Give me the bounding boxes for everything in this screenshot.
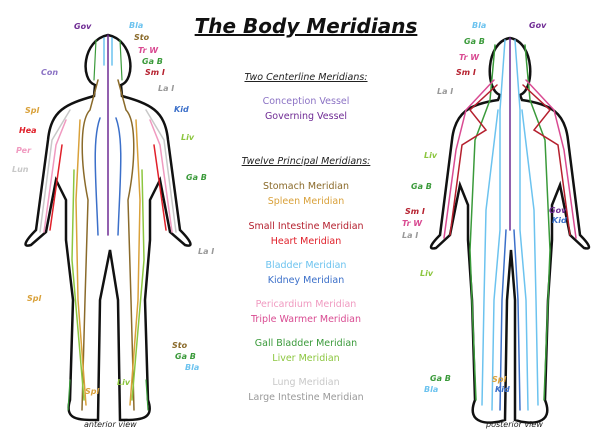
label-sto: Sto [134,33,150,42]
label-gab: Ga B [464,37,485,46]
label-spl: Spl [492,375,507,384]
label-gab: Ga B [186,173,207,182]
legend-spleen: Spleen Meridian [267,196,345,207]
label-gab: Ga B [430,374,451,383]
label-gov: Gov [74,22,92,31]
per-line [43,119,173,233]
label-bla: Bla [424,385,439,394]
bla-line [103,37,113,66]
anterior-outline [24,33,192,422]
lun-line [39,109,177,233]
legend-lung: Lung Meridian [272,377,340,388]
smi-line-back [449,84,571,236]
label-liv: Liv [424,151,438,160]
legend-triple-warmer: Triple Warmer Meridian [251,314,361,325]
label-con: Con [41,68,59,77]
legend-kidney: Kidney Meridian [267,275,345,286]
gab-line [67,39,149,411]
sto-line [81,79,135,411]
label-trw: Tr W [402,219,423,228]
label-lai: La I [158,84,175,93]
hea-line [49,144,167,231]
label-kid: Kid [174,105,189,114]
legend-large-intestine: Large Intestine Meridian [248,392,364,403]
legend-pericardium: Pericardium Meridian [255,299,357,310]
label-spl: Spl [85,387,100,396]
label-kid: Kid [552,216,567,225]
anterior-caption: anterior view [84,420,137,429]
kid-line [94,117,122,236]
legend-liver: Liver Meridian [272,353,340,364]
trw-line-back [443,79,577,239]
label-gov: Gov [549,206,567,215]
label-spl: Spl [27,294,42,303]
label-bla: Bla [129,21,144,30]
centerline-heading: Two Centerline Meridians: [244,72,368,83]
spl-line [75,119,141,406]
label-liv: Liv [181,133,195,142]
legend-governing-vessel: Governing Vessel [264,111,348,122]
kid-line-back [499,229,521,411]
posterior-outline [429,36,591,424]
label-gov: Gov [529,21,547,30]
label-smi: Sm I [145,68,165,77]
liv-line [71,169,145,401]
label-trw: Tr W [138,46,159,55]
legend-gall-bladder: Gall Bladder Meridian [254,338,358,349]
legend-stomach: Stomach Meridian [262,181,349,192]
label-per: Per [16,146,32,155]
label-gab: Ga B [175,352,196,361]
label-trw: Tr W [459,53,480,62]
label-kid: Kid [495,385,510,394]
label-sto: Sto [172,341,188,350]
label-liv: Liv [117,378,131,387]
label-hea: Hea [19,126,37,135]
label-spl: Spl [25,106,40,115]
label-gab: Ga B [142,57,163,66]
posterior-body [429,36,591,424]
legend-conception-vessel: Conception Vessel [262,96,350,107]
label-lai: La I [198,247,215,256]
label-lai: La I [437,87,454,96]
label-smi: Sm I [405,207,425,216]
page-title: The Body Meridians [194,14,418,38]
label-bla: Bla [185,363,200,372]
bla-line-back [481,39,539,411]
label-smi: Sm I [456,68,476,77]
legend-small-intestine: Small Intestine Meridian [248,221,364,232]
label-gab: Ga B [411,182,432,191]
anterior-body [24,33,192,422]
label-liv: Liv [420,269,434,278]
legend-bladder: Bladder Meridian [265,260,347,271]
label-lun: Lun [12,165,29,174]
principal-heading: Twelve Principal Meridians: [241,156,371,167]
legend-heart: Heart Meridian [270,236,342,247]
label-lai: La I [402,231,419,240]
label-bla: Bla [472,21,487,30]
posterior-caption: posterior view [486,420,543,429]
